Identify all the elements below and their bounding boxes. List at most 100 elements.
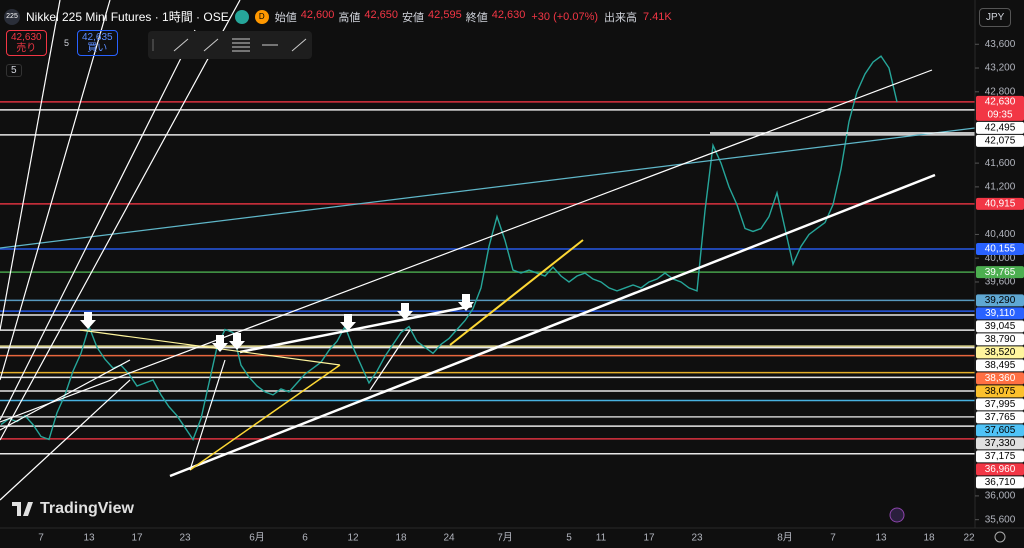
y-tick-label: 36,000 — [985, 491, 1016, 502]
trend-line — [0, 69, 933, 423]
logo-mark — [12, 502, 33, 516]
down-arrow — [397, 303, 413, 320]
price-label: 37,765 — [985, 412, 1016, 423]
down-arrow — [458, 294, 474, 311]
arrows — [80, 294, 474, 352]
price-label-bg — [976, 398, 1024, 411]
price-label: 37,995 — [985, 399, 1016, 410]
buy-button[interactable]: 42,635 買い — [77, 30, 118, 56]
price-label-bg — [976, 372, 1024, 385]
drawing-toolbar — [148, 31, 312, 59]
trend-line — [0, 0, 111, 381]
y-tick-label: 42,800 — [985, 86, 1016, 97]
x-tick-label: 13 — [83, 533, 95, 544]
price-label: 37,330 — [985, 438, 1016, 449]
quantity[interactable]: 5 — [64, 38, 70, 48]
down-arrow — [229, 333, 245, 350]
trend-line — [0, 29, 196, 421]
x-tick-label: 24 — [443, 533, 455, 544]
tool-icon[interactable] — [173, 38, 189, 52]
y-tick-label: 39,600 — [985, 277, 1016, 288]
price-label: 38,360 — [985, 373, 1016, 384]
trend-line — [189, 359, 226, 471]
price-label: 37,175 — [985, 451, 1016, 462]
indicator-toggle[interactable]: 5 — [6, 64, 22, 77]
x-tick-label: 17 — [643, 533, 655, 544]
price-label-bg — [976, 385, 1024, 398]
price-label: 38,520 — [985, 347, 1016, 358]
down-arrow — [212, 335, 228, 352]
countdown: 09:35 — [987, 110, 1012, 121]
price-label-bg — [976, 95, 1024, 121]
trend-line — [0, 0, 241, 441]
trend-line — [449, 239, 584, 346]
tool-icon[interactable] — [203, 38, 219, 52]
y-tick-label: 40,400 — [985, 229, 1016, 240]
x-tick-label: 7 — [38, 533, 44, 544]
trend-line — [369, 329, 411, 391]
settings-icon[interactable] — [994, 531, 1006, 543]
price-label-bg — [976, 424, 1024, 437]
x-tick-label: 18 — [395, 533, 407, 544]
logo: TradingView — [12, 500, 134, 518]
drawings — [0, 0, 976, 501]
x-tick-label: 23 — [179, 533, 191, 544]
sell-price: 42,630 — [11, 32, 42, 43]
price-label: 38,790 — [985, 334, 1016, 345]
logo-text: TradingView — [40, 500, 134, 517]
price-label: 42,075 — [985, 136, 1016, 147]
ohlc: 始値 42,600 高値 42,650 安値 42,595 終値 42,630 — [275, 9, 526, 25]
x-tick-label: 8月 — [777, 532, 793, 544]
trend-line — [0, 359, 131, 431]
buy-label: 買い — [87, 43, 108, 54]
price-label: 40,915 — [985, 198, 1016, 209]
price-line — [0, 55, 898, 441]
symbol-title[interactable]: Nikkei 225 Mini Futures · 1時間 · OSE — [26, 10, 229, 24]
price-label-bg — [976, 307, 1024, 320]
trend-line — [239, 304, 473, 354]
price-label: 37,605 — [985, 425, 1016, 436]
x-tick-label: 12 — [347, 533, 359, 544]
sell-label: 売り — [16, 43, 37, 54]
price-label-bg — [976, 294, 1024, 307]
down-arrow — [80, 312, 96, 329]
x-tick-label: 7月 — [497, 532, 513, 544]
x-tick-label: 6月 — [249, 532, 265, 544]
price-label: 39,290 — [985, 295, 1016, 306]
price-label-bg — [976, 134, 1024, 147]
y-tick-label: 43,200 — [985, 63, 1016, 74]
ohlc-label: 安値 — [402, 11, 425, 24]
tool-icon[interactable] — [232, 38, 250, 52]
ohlc-label: 高値 — [338, 11, 361, 24]
trend-line — [0, 379, 131, 501]
trend-line — [0, 0, 61, 331]
x-tick-label: 7 — [830, 533, 836, 544]
price-label-bg — [976, 121, 1024, 134]
price-label-bg — [976, 320, 1024, 333]
sell-button[interactable]: 42,630 売り — [6, 30, 47, 56]
buy-price: 42,635 — [82, 32, 113, 43]
y-tick-label: 43,600 — [985, 39, 1016, 50]
y-tick-label: 40,000 — [985, 253, 1016, 264]
price-label: 42,630 — [985, 97, 1016, 108]
tool-icon[interactable] — [291, 38, 307, 52]
price-label: 39,045 — [985, 321, 1016, 332]
price-label-bg — [976, 197, 1024, 210]
price-label-bg — [976, 359, 1024, 372]
price-label-bg — [976, 450, 1024, 463]
trend-line — [189, 364, 341, 471]
x-tick-label: 17 — [131, 533, 143, 544]
currency-button[interactable]: JPY — [979, 8, 1012, 27]
trend-line — [169, 173, 936, 478]
price-label-bg — [976, 476, 1024, 489]
price-label-bg — [976, 463, 1024, 476]
volume-label: 出来高 — [604, 11, 638, 24]
y-tick-label: 41,200 — [985, 182, 1016, 193]
price-label: 38,495 — [985, 360, 1016, 371]
levels — [0, 55, 975, 455]
x-tick-label: 5 — [566, 533, 572, 544]
y-tick-label: 35,600 — [985, 514, 1016, 525]
trend-line — [0, 127, 976, 249]
replay-icon[interactable] — [889, 507, 905, 523]
